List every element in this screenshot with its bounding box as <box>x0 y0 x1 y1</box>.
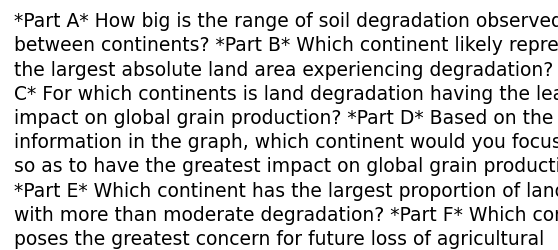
Text: *Part A* How big is the range of soil degradation observed
between continents? *: *Part A* How big is the range of soil de… <box>14 12 558 250</box>
